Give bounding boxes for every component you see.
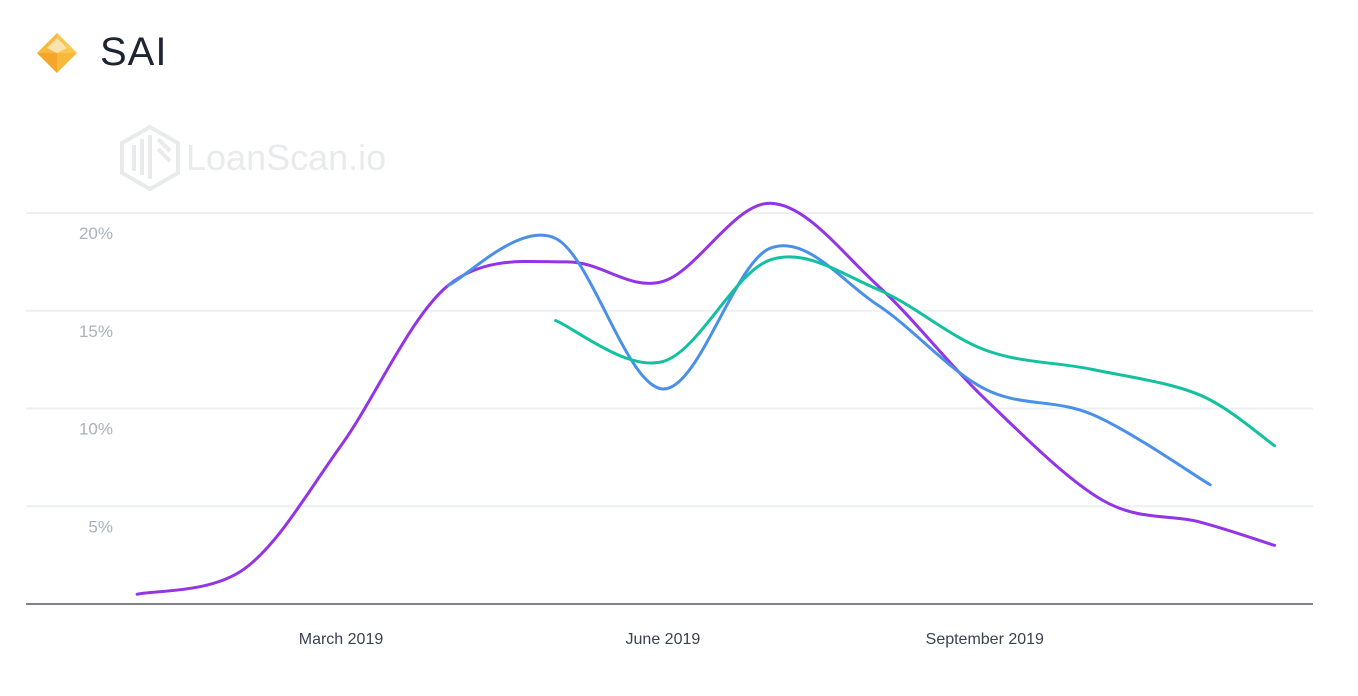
x-tick-label: March 2019: [299, 631, 384, 648]
series-line-purple: [135, 201, 1277, 596]
y-tick-label: 10%: [79, 420, 113, 439]
series-line-green: [554, 255, 1277, 448]
sai-diamond-icon: [37, 32, 77, 73]
x-tick-label: September 2019: [926, 631, 1044, 648]
series-line-blue: [446, 233, 1212, 487]
loanscan-logo-icon: [120, 125, 180, 191]
y-tick-label: 15%: [79, 322, 113, 341]
loanscan-watermark: LoanScan.io: [120, 125, 386, 191]
x-tick-label: June 2019: [626, 631, 701, 648]
y-tick-label: 5%: [88, 517, 113, 536]
watermark-text: LoanScan.io: [186, 137, 387, 178]
header: SAI: [36, 30, 167, 75]
page-title: SAI: [100, 30, 168, 74]
y-tick-label: 20%: [79, 224, 113, 243]
